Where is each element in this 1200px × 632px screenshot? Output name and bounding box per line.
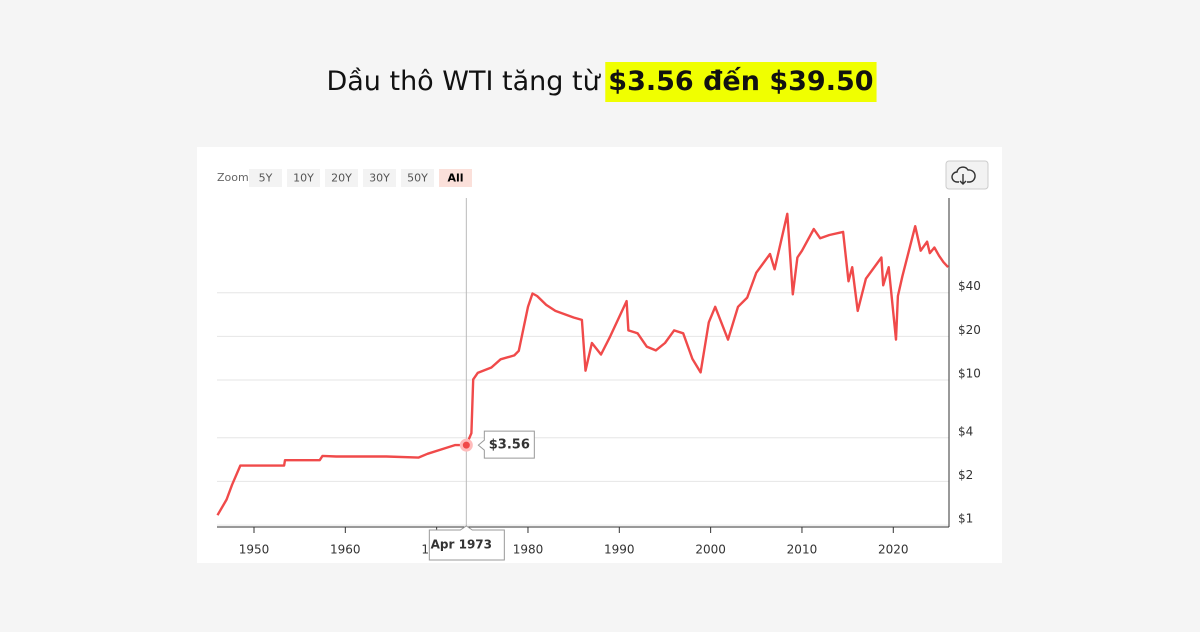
title-group: Dầu thô WTI tăng từ $3.56 đến $39.50: [326, 66, 873, 97]
highlight-point: [459, 438, 473, 452]
zoom-button-label[interactable]: 10Y: [293, 172, 314, 185]
zoom-button[interactable]: [287, 169, 320, 187]
title-highlight: $3.56 đến $39.50: [608, 66, 873, 97]
zoom-button-label[interactable]: 20Y: [331, 172, 352, 185]
x-tick-label: 1990: [604, 543, 635, 557]
chart-panel: [197, 147, 1002, 563]
title-text: Dầu thô WTI tăng từ: [326, 66, 601, 97]
x-tick-label: 1960: [330, 543, 361, 557]
zoom-label: Zoom: [217, 171, 249, 184]
download-button[interactable]: [945, 160, 989, 190]
price-line: [216, 212, 949, 516]
value-tooltip-box: [477, 430, 535, 459]
x-tick-label: 2000: [695, 543, 726, 557]
zoom-button-label[interactable]: 50Y: [407, 172, 428, 185]
zoom-button[interactable]: [325, 169, 358, 187]
y-tick-label: $2: [958, 468, 973, 482]
zoom-button[interactable]: [249, 169, 282, 187]
x-tick-label: 1950: [239, 543, 270, 557]
x-tick-label: 1980: [513, 543, 544, 557]
y-tick-label: $40: [958, 279, 981, 293]
value-tooltip: $3.56: [489, 438, 530, 453]
date-tooltip: Apr 1973: [431, 538, 492, 552]
x-tick-label: 2010: [787, 543, 818, 557]
zoom-button[interactable]: [439, 169, 472, 187]
zoom-button-label[interactable]: 30Y: [369, 172, 390, 185]
y-tick-label: $10: [958, 367, 981, 381]
zoom-button[interactable]: [363, 169, 396, 187]
y-tick-label: $1: [958, 512, 973, 526]
x-tick-label: 2020: [878, 543, 909, 557]
highlight-bg: [605, 62, 877, 102]
zoom-button-label[interactable]: All: [447, 172, 463, 185]
zoom-button[interactable]: [401, 169, 434, 187]
zoom-button-label[interactable]: 5Y: [259, 172, 273, 185]
y-tick-label: $20: [958, 323, 981, 337]
date-tooltip-box: [428, 525, 505, 561]
y-tick-label: $4: [958, 424, 973, 438]
